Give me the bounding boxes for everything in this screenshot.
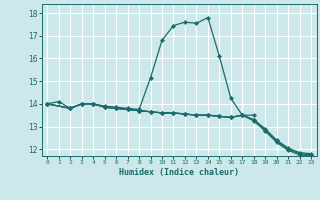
X-axis label: Humidex (Indice chaleur): Humidex (Indice chaleur) — [119, 168, 239, 177]
